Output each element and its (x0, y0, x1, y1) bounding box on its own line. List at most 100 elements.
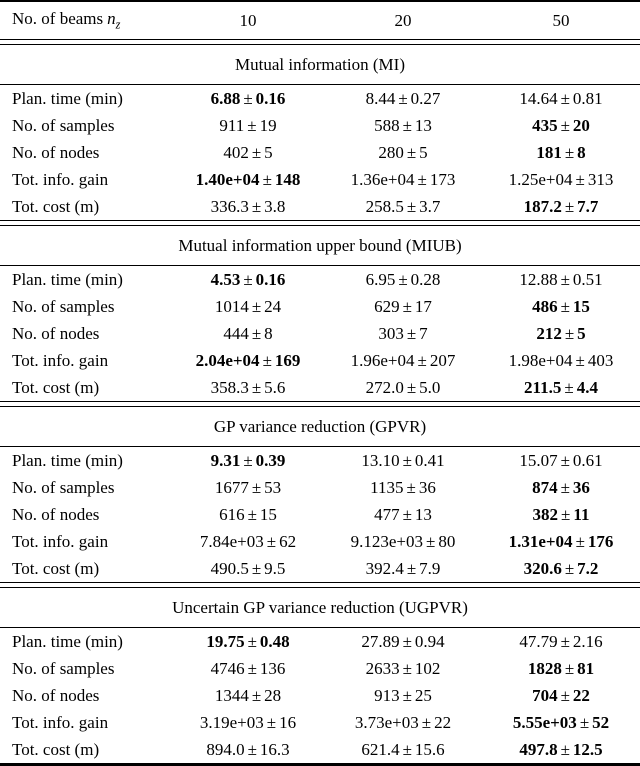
table-row: No. of samples 911 ±19 588 ±13 435 ±20 (0, 112, 640, 139)
row-label: No. of samples (12, 477, 115, 497)
data-cell: 7.84e+03 ±62 (172, 532, 324, 552)
cell-value: 621.4 (361, 739, 400, 759)
table-row: No. of nodes 444 ±8 303 ±7 212 ±5 (0, 320, 640, 347)
row-label: No. of nodes (12, 323, 100, 343)
cell-value: 874 (532, 477, 558, 497)
cell-value: 9.31 (210, 450, 241, 470)
data-cell: 477 ±13 (324, 505, 482, 525)
cell-value: 1828 (527, 658, 562, 678)
cell-error: 0.48 (259, 631, 290, 651)
table-row: Tot. info. gain 1.40e+04 ±148 1.36e+04 ±173 1… (0, 166, 640, 193)
data-cell: 1.25e+04 ±313 (482, 170, 640, 190)
cell-value: 212 (536, 323, 562, 343)
cell-value: 303 (378, 323, 404, 343)
row-label: Tot. cost (m) (12, 739, 100, 759)
plus-minus-sign: ± (417, 350, 427, 370)
data-cell: 629 ±17 (324, 297, 482, 317)
cell-error: 17 (414, 296, 432, 316)
cell-error: 5 (264, 142, 273, 162)
plus-minus-sign: ± (251, 685, 262, 705)
cell-value: 181 (536, 142, 562, 162)
cell-error: 52 (592, 712, 610, 732)
data-cell: 6.95 ±0.28 (324, 270, 482, 290)
cell-error: 53 (264, 477, 282, 497)
section-divider-rule (0, 220, 640, 226)
table-header-row: No. of beams nz 10 20 50 (0, 2, 640, 39)
cell-error: 313 (587, 169, 614, 189)
cell-value: 47.79 (519, 631, 558, 651)
data-cell: 2633 ±102 (324, 659, 482, 679)
cell-error: 0.28 (410, 269, 441, 289)
data-cell: 2.04e+04 ±169 (172, 351, 324, 371)
cell-error: 9.5 (264, 558, 286, 578)
data-cell: 8.44 ±0.27 (324, 89, 482, 109)
row-label: No. of samples (12, 296, 115, 316)
cell-error: 8 (264, 323, 273, 343)
data-cell: 1014 ±24 (172, 297, 324, 317)
table-row: Tot. cost (m) 336.3 ±3.8 258.5 ±3.7 187.2 ±7.7 (0, 193, 640, 220)
cell-error: 0.81 (572, 88, 603, 108)
plus-minus-sign: ± (575, 531, 585, 551)
header-label-text: No. of beams (12, 8, 104, 28)
cell-error: 5.6 (264, 377, 286, 397)
cell-error: 36 (418, 477, 436, 497)
cell-error: 16.3 (259, 739, 290, 759)
data-cell: 435 ±20 (482, 116, 640, 136)
cell-error: 19 (259, 115, 277, 135)
cell-error: 81 (577, 658, 595, 678)
plus-minus-sign: ± (561, 504, 571, 524)
plus-minus-sign: ± (406, 477, 416, 497)
section-title: Mutual information (MI) (235, 54, 405, 74)
cell-error: 24 (264, 296, 282, 316)
table-row: No. of samples 4746 ±136 2633 ±102 1828 ±81 (0, 655, 640, 682)
section-title: Uncertain GP variance reduction (UGPVR) (172, 597, 468, 617)
cell-value: 1.25e+04 (508, 169, 573, 189)
plus-minus-sign: ± (426, 531, 436, 551)
plus-minus-sign: ± (402, 115, 412, 135)
plus-minus-sign: ± (247, 504, 257, 524)
data-cell: 258.5 ±3.7 (324, 197, 482, 217)
cell-value: 336.3 (210, 196, 249, 216)
cell-error: 169 (274, 350, 301, 370)
data-cell: 272.0 ±5.0 (324, 378, 482, 398)
data-cell: 27.89 ±0.94 (324, 632, 482, 652)
cell-value: 402 (223, 142, 249, 162)
cell-error: 148 (274, 169, 301, 189)
table-row: Plan. time (min) 9.31 ±0.39 13.10 ±0.41 15.07… (0, 447, 640, 474)
data-cell: 616 ±15 (172, 505, 324, 525)
plus-minus-sign: ± (560, 685, 570, 705)
data-cell: 358.3 ±5.6 (172, 378, 324, 398)
cell-value: 1.96e+04 (350, 350, 415, 370)
column-header-beams-50: 50 (552, 10, 570, 30)
data-cell: 1677 ±53 (172, 478, 324, 498)
plus-minus-sign: ± (421, 712, 432, 732)
cell-value: 913 (374, 685, 400, 705)
cell-error: 0.41 (414, 450, 445, 470)
cell-value: 280 (378, 142, 404, 162)
data-cell: 4.53 ±0.16 (172, 270, 324, 290)
plus-minus-sign: ± (564, 377, 574, 397)
cell-value: 382 (532, 504, 559, 524)
data-cell: 9.31 ±0.39 (172, 451, 324, 471)
plus-minus-sign: ± (251, 323, 262, 343)
cell-value: 490.5 (210, 558, 249, 578)
column-header-beams-20: 20 (394, 10, 412, 30)
data-cell: 6.88 ±0.16 (172, 89, 324, 109)
section-title: GP variance reduction (GPVR) (213, 416, 427, 436)
plus-minus-sign: ± (575, 350, 585, 370)
plus-minus-sign: ± (560, 296, 570, 316)
cell-value: 497.8 (519, 739, 558, 759)
cell-value: 477 (374, 504, 400, 524)
table-row: No. of nodes 1344 ±28 913 ±25 704 ±22 (0, 682, 640, 709)
cell-error: 15.6 (414, 739, 445, 759)
table-row: Tot. info. gain 7.84e+03 ±62 9.123e+03 ±80 1.… (0, 528, 640, 555)
cell-value: 12.88 (519, 269, 558, 289)
cell-value: 2633 (365, 658, 400, 678)
table-row: Tot. info. gain 3.19e+03 ±16 3.73e+03 ±22 5.5… (0, 709, 640, 736)
cell-error: 25 (414, 685, 432, 705)
table-row: No. of nodes 616 ±15 477 ±13 382 ±11 (0, 501, 640, 528)
plus-minus-sign: ± (560, 115, 570, 135)
beams-symbol-subscript: z (115, 17, 121, 32)
data-cell: 3.73e+03 ±22 (324, 713, 482, 733)
cell-error: 0.16 (255, 269, 286, 289)
